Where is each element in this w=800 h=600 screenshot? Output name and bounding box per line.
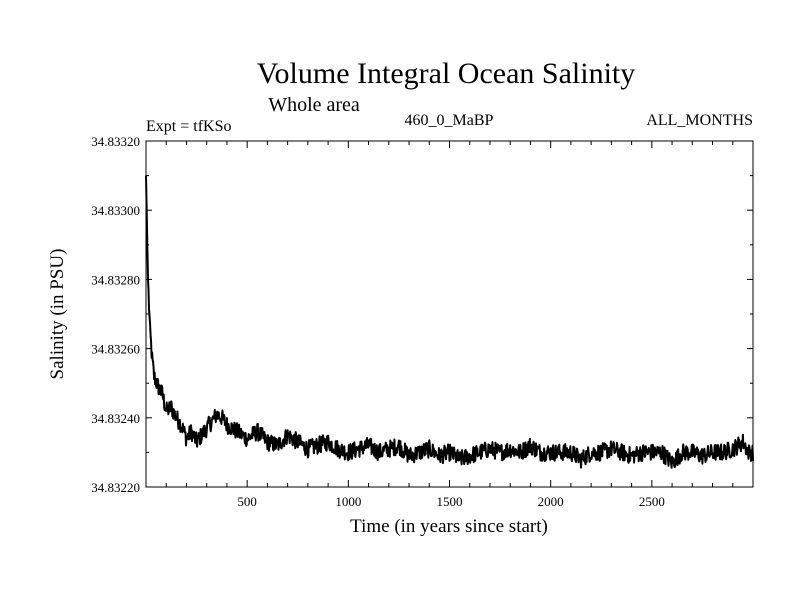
x-tick-label: 1500 — [437, 494, 463, 509]
months-label: ALL_MONTHS — [646, 112, 753, 129]
period-label: 460_0_MaBP — [405, 112, 494, 129]
y-axis: 34.83220 34.83240 34.83260 34.83280 34.83300… — [91, 134, 753, 495]
y-tick-label: 34.83260 — [91, 342, 140, 357]
y-tick-label: 34.83220 — [91, 480, 140, 495]
experiment-label: Expt = tfKSo — [146, 118, 231, 135]
x-tick-label: 500 — [237, 494, 257, 509]
salinity-series-line — [145, 175, 754, 469]
y-tick-label: 34.83320 — [91, 134, 140, 149]
x-axis: 500 1000 1500 2000 2500 — [165, 141, 734, 509]
y-axis-label: Salinity (in PSU) — [47, 249, 68, 380]
y-tick-label: 34.83240 — [91, 411, 140, 426]
x-tick-label: 2500 — [639, 494, 665, 509]
chart-title: Volume Integral Ocean Salinity — [257, 57, 636, 90]
x-tick-label: 2000 — [538, 494, 564, 509]
chart-subtitle: Whole area — [268, 94, 360, 116]
x-axis-label: Time (in years since start) — [350, 516, 548, 537]
y-tick-label: 34.83300 — [91, 203, 140, 218]
x-tick-label: 1000 — [335, 494, 361, 509]
y-tick-label: 34.83280 — [91, 272, 140, 287]
